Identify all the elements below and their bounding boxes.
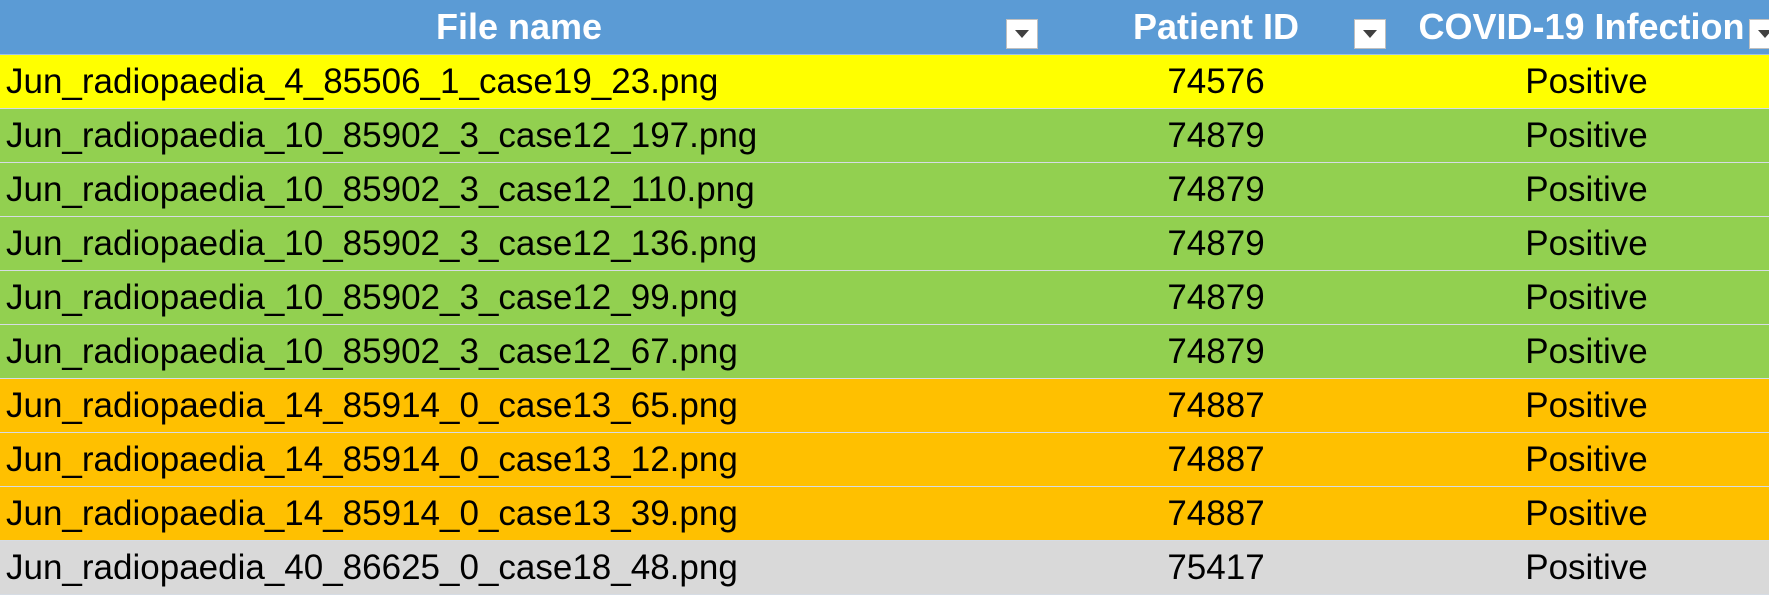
dropdown-filter-icon <box>1015 30 1029 38</box>
cell-covid-infection[interactable]: Positive <box>1525 385 1648 425</box>
cell-file-name[interactable]: Jun_radiopaedia_40_86625_0_case18_48.png <box>6 547 738 587</box>
cell-patient-id[interactable]: 74879 <box>1167 277 1265 317</box>
cell-covid-infection[interactable]: Positive <box>1525 331 1648 371</box>
cell-file-name[interactable]: Jun_radiopaedia_10_85902_3_case12_99.png <box>6 277 738 317</box>
column-header-label: COVID-19 Infection <box>1418 6 1745 47</box>
cell-covid-infection[interactable]: Positive <box>1525 547 1648 587</box>
filter-dropdown-button-covid-infection[interactable] <box>1749 19 1769 49</box>
cell-covid-infection[interactable]: Positive <box>1525 277 1648 317</box>
cell-file-name[interactable]: Jun_radiopaedia_10_85902_3_case12_110.pn… <box>6 169 755 209</box>
cell-patient-id[interactable]: 74879 <box>1167 169 1265 209</box>
cell-file-name[interactable]: Jun_radiopaedia_10_85902_3_case12_136.pn… <box>6 223 758 263</box>
table-header-row: File name Patient ID COVID-19 Infection <box>0 0 1769 55</box>
table-row[interactable]: Jun_radiopaedia_10_85902_3_case12_67.png… <box>0 325 1769 379</box>
cell-covid-infection[interactable]: Positive <box>1525 493 1648 533</box>
cell-patient-id[interactable]: 74887 <box>1167 493 1265 533</box>
filter-dropdown-button-file-name[interactable] <box>1006 19 1038 49</box>
cell-file-name[interactable]: Jun_radiopaedia_10_85902_3_case12_197.pn… <box>6 115 758 155</box>
table-row[interactable]: Jun_radiopaedia_14_85914_0_case13_39.png… <box>0 487 1769 541</box>
cell-file-name[interactable]: Jun_radiopaedia_4_85506_1_case19_23.png <box>6 61 719 101</box>
cell-patient-id[interactable]: 74887 <box>1167 439 1265 479</box>
cell-covid-infection[interactable]: Positive <box>1525 223 1648 263</box>
column-header-covid-infection[interactable]: COVID-19 Infection <box>1394 0 1769 54</box>
table-row[interactable]: Jun_radiopaedia_10_85902_3_case12_197.pn… <box>0 109 1769 163</box>
cell-patient-id[interactable]: 74576 <box>1167 61 1265 101</box>
table-row[interactable]: Jun_radiopaedia_10_85902_3_case12_99.png… <box>0 271 1769 325</box>
cell-covid-infection[interactable]: Positive <box>1525 169 1648 209</box>
cell-file-name[interactable]: Jun_radiopaedia_14_85914_0_case13_12.png <box>6 439 738 479</box>
cell-covid-infection[interactable]: Positive <box>1525 115 1648 155</box>
filter-dropdown-button-patient-id[interactable] <box>1354 19 1386 49</box>
table-body: Jun_radiopaedia_4_85506_1_case19_23.png 7… <box>0 55 1769 595</box>
cell-patient-id[interactable]: 75417 <box>1167 547 1265 587</box>
column-header-patient-id[interactable]: Patient ID <box>1038 0 1394 54</box>
cell-patient-id[interactable]: 74887 <box>1167 385 1265 425</box>
table-row[interactable]: Jun_radiopaedia_4_85506_1_case19_23.png 7… <box>0 55 1769 109</box>
table-row[interactable]: Jun_radiopaedia_10_85902_3_case12_110.pn… <box>0 163 1769 217</box>
column-header-file-name[interactable]: File name <box>0 0 1038 54</box>
cell-patient-id[interactable]: 74879 <box>1167 115 1265 155</box>
dropdown-filter-icon <box>1363 30 1377 38</box>
column-header-label: Patient ID <box>1132 6 1300 47</box>
cell-patient-id[interactable]: 74879 <box>1167 223 1265 263</box>
table-row[interactable]: Jun_radiopaedia_10_85902_3_case12_136.pn… <box>0 217 1769 271</box>
table-row[interactable]: Jun_radiopaedia_40_86625_0_case18_48.png… <box>0 541 1769 595</box>
cell-file-name[interactable]: Jun_radiopaedia_14_85914_0_case13_65.png <box>6 385 738 425</box>
column-header-label: File name <box>435 6 603 47</box>
cell-covid-infection[interactable]: Positive <box>1525 439 1648 479</box>
cell-file-name[interactable]: Jun_radiopaedia_10_85902_3_case12_67.png <box>6 331 738 371</box>
table-row[interactable]: Jun_radiopaedia_14_85914_0_case13_65.png… <box>0 379 1769 433</box>
dropdown-filter-icon <box>1758 30 1769 38</box>
cell-patient-id[interactable]: 74879 <box>1167 331 1265 371</box>
cell-file-name[interactable]: Jun_radiopaedia_14_85914_0_case13_39.png <box>6 493 738 533</box>
table-row[interactable]: Jun_radiopaedia_14_85914_0_case13_12.png… <box>0 433 1769 487</box>
cell-covid-infection[interactable]: Positive <box>1525 61 1648 101</box>
